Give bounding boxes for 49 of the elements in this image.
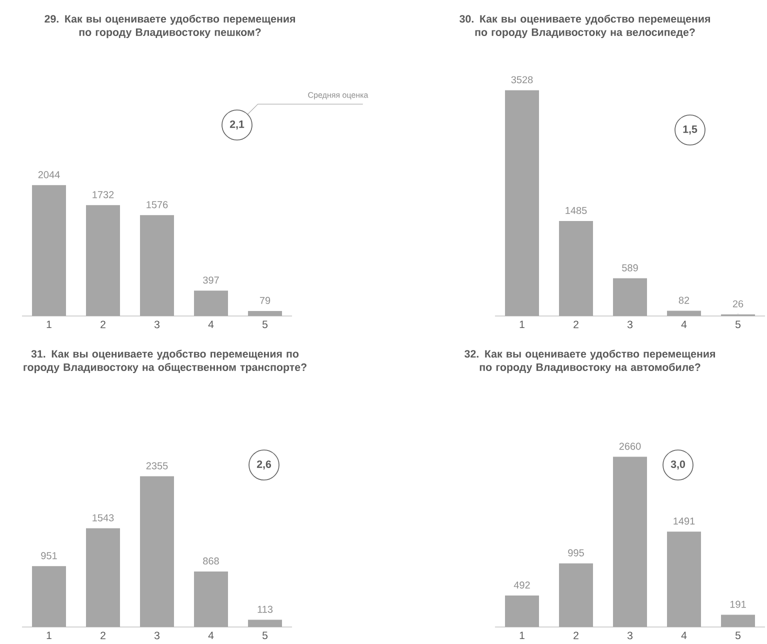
x-tick-label: 5 — [262, 320, 268, 328]
x-tick-label: 5 — [262, 632, 268, 640]
chart-title: 30. Как вы оцениваете удобство перемещения по городу Владивостоку на велосипеде? — [460, 14, 710, 38]
text: Средняя оценка — [308, 92, 368, 100]
data-label: 191 — [730, 600, 746, 608]
text: 2,6 — [256, 460, 272, 470]
data-label: 2355 — [146, 462, 168, 470]
data-label: 82 — [678, 296, 690, 304]
annotation: 1,5 — [683, 126, 698, 135]
x-tick-label: 1 — [46, 320, 52, 328]
chart-title: 31. Как вы оцениваете удобство перемещения по городу Владивостоку на общественном транспорте? — [24, 350, 306, 374]
data-label: 2044 — [38, 171, 60, 178]
text: 2,1 — [230, 120, 244, 130]
x-tick-label: 2 — [574, 320, 578, 328]
x-tick-label: 2 — [100, 320, 106, 328]
data-label: 1491 — [674, 518, 695, 525]
x-tick-label: 4 — [208, 632, 214, 640]
x-tick-label: 4 — [681, 320, 687, 328]
data-label: 492 — [514, 582, 530, 589]
data-label: 397 — [203, 276, 219, 284]
x-tick-label: 3 — [627, 320, 632, 328]
x-tick-label: 1 — [520, 320, 524, 328]
chart-title: 29. Как вы оцениваете удобство перемещения по городу Владивостоку пешком? — [44, 14, 295, 38]
chart-title: 32. Как вы оцениваете удобство перемещения по городу Владивостоку на автомобиле? — [464, 350, 715, 374]
data-label: 995 — [568, 549, 584, 557]
x-tick-label: 3 — [627, 632, 632, 640]
data-label: 2660 — [619, 442, 641, 450]
x-tick-label: 3 — [154, 320, 160, 328]
data-label: 1732 — [92, 191, 114, 198]
x-tick-label: 1 — [46, 632, 52, 640]
data-label: 868 — [203, 558, 219, 565]
data-label: 3528 — [511, 76, 533, 84]
data-label: 1576 — [146, 201, 168, 208]
data-label: 113 — [258, 606, 273, 613]
x-tick-label: 4 — [208, 320, 214, 328]
data-label: 79 — [260, 297, 270, 304]
x-tick-label: 4 — [681, 632, 687, 640]
x-tick-label: 2 — [100, 632, 106, 640]
data-label: 951 — [41, 552, 57, 560]
x-tick-label: 1 — [520, 632, 524, 640]
data-label: 26 — [732, 300, 744, 308]
annotation: 3,0 — [670, 460, 685, 470]
x-tick-label: 3 — [154, 632, 160, 640]
x-tick-label: 5 — [735, 320, 741, 328]
data-label: 589 — [622, 264, 638, 272]
x-tick-label: 2 — [574, 632, 578, 640]
data-label: 1543 — [92, 514, 114, 522]
x-tick-label: 5 — [735, 632, 741, 640]
data-label: 1485 — [566, 207, 587, 214]
